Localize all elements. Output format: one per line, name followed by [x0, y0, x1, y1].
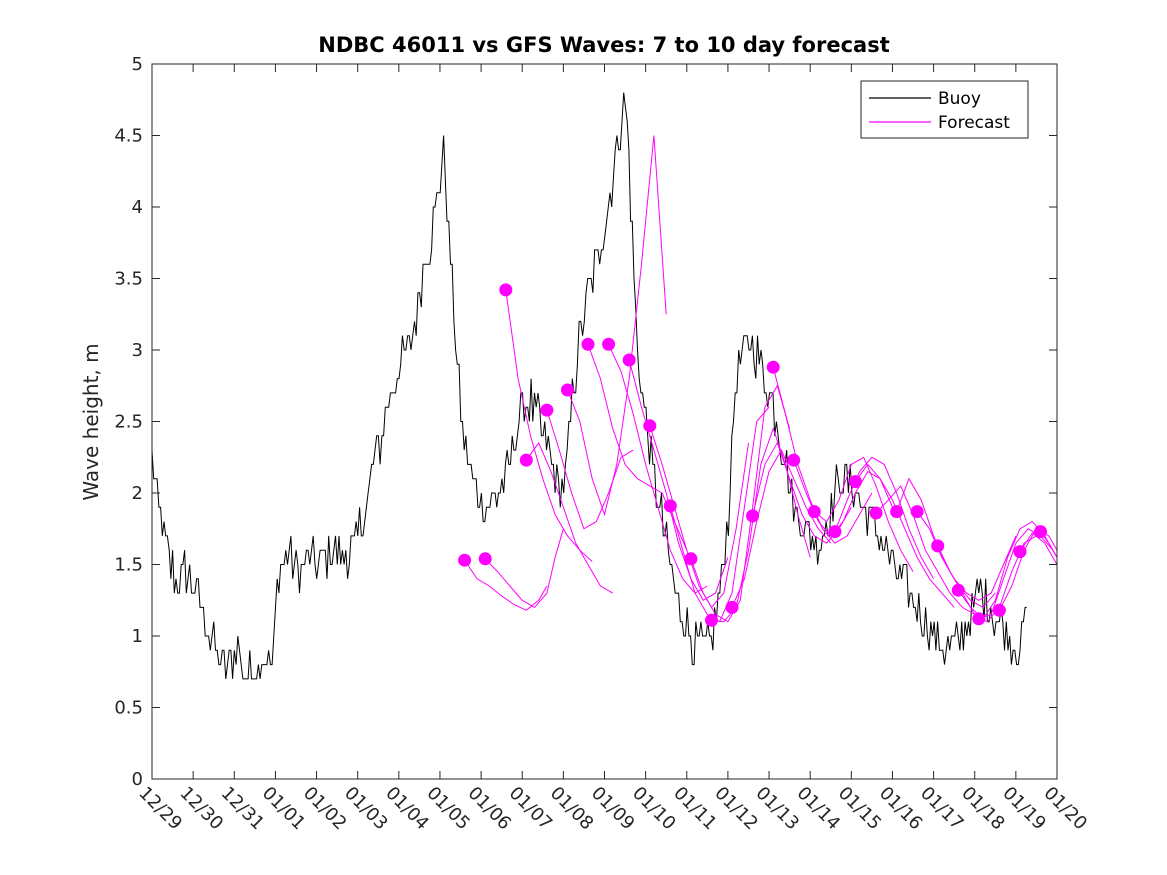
forecast-point — [746, 509, 760, 523]
forecast-run-line-13 — [711, 427, 811, 623]
legend-box — [860, 80, 1029, 139]
forecast-point — [848, 475, 862, 489]
forecast-point — [890, 505, 904, 519]
forecast-point — [992, 603, 1006, 617]
forecast-run-line-4 — [525, 441, 613, 594]
forecast-point — [725, 600, 739, 614]
forecast-run-line-3 — [505, 289, 593, 562]
forecast-point — [663, 499, 677, 513]
forecast-point — [705, 613, 718, 627]
forecast-run-line-18 — [813, 456, 914, 572]
legend-buoy-label: Buoy — [938, 89, 981, 109]
forecast-run-line-1 — [464, 559, 548, 611]
y-tick-label: 2.5 — [114, 412, 143, 433]
forecast-run-line-28 — [1019, 532, 1058, 565]
forecast-point — [684, 552, 698, 566]
forecast-point — [972, 612, 986, 626]
y-tick-label: 0.5 — [114, 698, 143, 719]
forecast-point — [869, 506, 883, 520]
forecast-points — [458, 283, 1047, 627]
buoy-line — [151, 92, 1027, 680]
forecast-point — [602, 337, 616, 351]
forecast-point — [1013, 545, 1027, 559]
y-tick-label: 5 — [132, 54, 143, 75]
y-tick-label: 2 — [132, 483, 143, 504]
forecast-run-line-16 — [772, 367, 873, 544]
y-axis-label: Wave height, m — [79, 343, 103, 500]
forecast-point — [787, 453, 801, 467]
buoy-series — [151, 92, 1027, 680]
forecast-point — [1034, 525, 1047, 539]
forecast-run-line-8 — [608, 344, 708, 594]
forecast-run-line-14 — [731, 448, 832, 608]
forecast-run-line-12 — [690, 384, 791, 623]
forecast-run-line-2 — [484, 528, 564, 609]
y-axis-ticks: 0 0.5 1 1.5 2 2.5 3 3.5 4 4.5 5 — [114, 54, 1057, 790]
forecast-run-line-5 — [546, 409, 634, 530]
forecast-point — [499, 283, 513, 297]
forecast-point — [622, 353, 636, 367]
forecast-point — [581, 337, 595, 351]
y-tick-label: 4 — [132, 197, 143, 218]
forecast-point — [931, 539, 945, 553]
y-tick-label: 0 — [132, 769, 143, 790]
legend: Buoy Forecast — [860, 80, 1029, 139]
forecast-run-line-20 — [854, 463, 955, 608]
y-tick-label: 3 — [132, 340, 143, 361]
chart-title: NDBC 46011 vs GFS Waves: 7 to 10 day for… — [318, 33, 889, 57]
forecast-point — [540, 403, 554, 417]
y-tick-label: 4.5 — [114, 126, 143, 147]
forecast-point — [766, 360, 780, 374]
forecast-point — [458, 553, 472, 567]
forecast-run-line-19 — [834, 456, 935, 580]
forecast-point — [828, 525, 842, 539]
forecast-series — [464, 135, 1058, 623]
y-tick-label: 1 — [132, 626, 143, 647]
forecast-point — [807, 505, 821, 519]
forecast-point — [910, 505, 924, 519]
forecast-point — [561, 383, 574, 397]
forecast-run-line-21 — [875, 484, 975, 615]
forecast-run-line-27 — [998, 528, 1058, 611]
legend-forecast-label: Forecast — [938, 113, 1010, 133]
forecast-run-line-23 — [916, 511, 1017, 601]
forecast-point — [519, 453, 533, 467]
forecast-point — [478, 552, 492, 566]
y-tick-label: 3.5 — [114, 269, 143, 290]
plot-area — [152, 64, 1057, 779]
forecast-run-line-10 — [649, 425, 749, 609]
y-tick-label: 1.5 — [114, 555, 143, 576]
forecast-point — [643, 419, 657, 433]
forecast-run-line-17 — [793, 459, 893, 537]
forecast-run-line-6 — [567, 135, 667, 517]
forecast-point — [951, 583, 965, 597]
